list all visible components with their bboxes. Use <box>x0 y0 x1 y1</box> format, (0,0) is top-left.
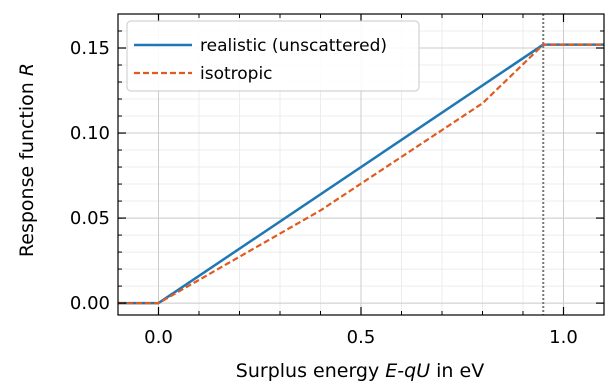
y-axis-label: Response function R <box>16 63 38 257</box>
legend: realistic (unscattered) isotropic <box>126 20 420 92</box>
legend-label-realistic: realistic (unscattered) <box>200 36 387 56</box>
x-tick-label: 1.0 <box>549 327 578 348</box>
tick-labels: 0.0 0.5 1.0 0.00 0.05 0.10 0.15 <box>70 38 578 348</box>
x-tick-label: 0.0 <box>144 327 173 348</box>
y-tick-label: 0.15 <box>70 38 110 59</box>
series-lines <box>118 43 604 305</box>
y-tick-label: 0.10 <box>70 123 110 144</box>
y-tick-label: 0.05 <box>70 208 110 229</box>
axes-frame <box>117 13 605 316</box>
x-axis-label: Surplus energy E-qU in eV <box>236 360 484 382</box>
x-tick-label: 0.5 <box>347 327 376 348</box>
y-tick-label: 0.00 <box>70 293 110 314</box>
legend-box <box>126 20 420 92</box>
legend-label-isotropic: isotropic <box>200 64 273 84</box>
series-line-isotropic <box>118 43 604 305</box>
